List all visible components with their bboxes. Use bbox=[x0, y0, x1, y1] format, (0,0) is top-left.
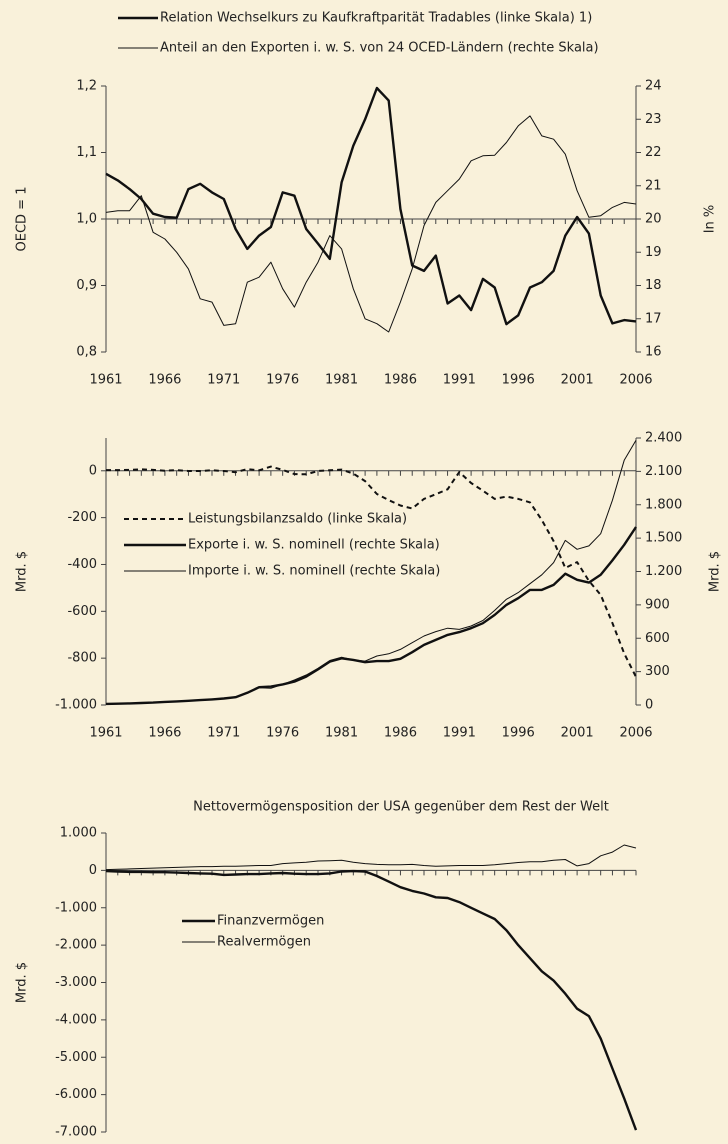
series-line bbox=[105, 439, 637, 705]
x-tick-label: 2001 bbox=[561, 373, 594, 388]
x-tick-label: 1976 bbox=[266, 373, 299, 388]
chart-title: Nettovermögensposition der USA gegenüber… bbox=[193, 800, 609, 815]
x-tick-label: 1996 bbox=[502, 373, 535, 388]
x-tick-label: 1981 bbox=[325, 373, 358, 388]
y-axis-label: Mrd. $ bbox=[15, 551, 30, 592]
series-line bbox=[106, 465, 637, 678]
y2-tick-label: 600 bbox=[645, 631, 670, 646]
y-tick-label: -200 bbox=[67, 510, 97, 525]
series-line bbox=[105, 844, 637, 871]
x-tick-label: 1966 bbox=[148, 726, 181, 741]
x-tick-label: 1996 bbox=[502, 726, 535, 741]
x-tick-label: 1986 bbox=[384, 373, 417, 388]
y2-tick-label: 20 bbox=[645, 212, 662, 227]
x-tick-label: 1971 bbox=[207, 373, 240, 388]
y-axis-label: OECD = 1 bbox=[15, 187, 30, 252]
y-axis-label: Mrd. $ bbox=[15, 962, 30, 1003]
y-tick-label: -3.000 bbox=[55, 975, 97, 990]
x-tick-label: 1991 bbox=[443, 726, 476, 741]
y2-tick-label: 24 bbox=[645, 79, 662, 94]
y-tick-label: -1.000 bbox=[55, 900, 97, 915]
y2-tick-label: 900 bbox=[645, 597, 670, 612]
legend-label: Anteil an den Exporten i. w. S. von 24 O… bbox=[160, 41, 599, 56]
y2-tick-label: 1.500 bbox=[645, 531, 682, 546]
y2-tick-label: 1.200 bbox=[645, 564, 682, 579]
legend-label: Exporte i. w. S. nominell (rechte Skala) bbox=[188, 538, 440, 553]
x-tick-label: 1961 bbox=[89, 726, 122, 741]
series-line bbox=[105, 869, 638, 1131]
y2-tick-label: 19 bbox=[645, 245, 662, 260]
x-tick-label: 1981 bbox=[325, 726, 358, 741]
y-tick-label: -1.000 bbox=[55, 698, 97, 713]
y-tick-label: 1,1 bbox=[76, 145, 97, 160]
series-line bbox=[105, 526, 638, 706]
y2-tick-label: 1.800 bbox=[645, 497, 682, 512]
y2-axis-label: Mrd. $ bbox=[708, 551, 723, 592]
legend-label: Importe i. w. S. nominell (rechte Skala) bbox=[188, 564, 440, 579]
legend-label: Realvermögen bbox=[217, 935, 311, 950]
legend-label: Relation Wechselkurs zu Kaufkraftparität… bbox=[160, 11, 592, 26]
y2-tick-label: 16 bbox=[645, 345, 662, 360]
x-tick-label: 2001 bbox=[561, 726, 594, 741]
x-tick-label: 1991 bbox=[443, 373, 476, 388]
series-line bbox=[105, 115, 637, 333]
y-tick-label: 0 bbox=[89, 463, 97, 478]
y2-tick-label: 18 bbox=[645, 278, 662, 293]
y2-tick-label: 2.100 bbox=[645, 464, 682, 479]
y-tick-label: -400 bbox=[67, 557, 97, 572]
y-tick-label: 1,2 bbox=[76, 79, 97, 94]
y-tick-label: 0,8 bbox=[76, 345, 97, 360]
x-tick-label: 2006 bbox=[619, 726, 652, 741]
y-tick-label: 0,9 bbox=[76, 278, 97, 293]
y-tick-label: 0 bbox=[89, 863, 97, 878]
x-tick-label: 1961 bbox=[89, 373, 122, 388]
legend-label: Leistungsbilanzsaldo (linke Skala) bbox=[188, 512, 407, 527]
series-line bbox=[105, 86, 637, 326]
y-tick-label: -800 bbox=[67, 651, 97, 666]
legend-label: Finanzvermögen bbox=[217, 914, 324, 929]
y-tick-label: -2.000 bbox=[55, 938, 97, 953]
y2-tick-label: 0 bbox=[645, 698, 653, 713]
y2-axis-label: In % bbox=[703, 205, 718, 234]
y-tick-label: 1,0 bbox=[76, 212, 97, 227]
y2-tick-label: 2.400 bbox=[645, 431, 682, 446]
y-tick-label: 1.000 bbox=[60, 826, 97, 841]
y2-tick-label: 21 bbox=[645, 178, 662, 193]
y-tick-label: -600 bbox=[67, 604, 97, 619]
y-tick-label: -6.000 bbox=[55, 1087, 97, 1102]
y2-tick-label: 17 bbox=[645, 311, 662, 326]
x-tick-label: 1976 bbox=[266, 726, 299, 741]
y2-tick-label: 22 bbox=[645, 145, 662, 160]
y-tick-label: -4.000 bbox=[55, 1012, 97, 1027]
x-tick-label: 1966 bbox=[148, 373, 181, 388]
x-tick-label: 1986 bbox=[384, 726, 417, 741]
y-tick-label: -7.000 bbox=[55, 1125, 97, 1140]
y-tick-label: -5.000 bbox=[55, 1050, 97, 1065]
y2-tick-label: 300 bbox=[645, 664, 670, 679]
y2-tick-label: 23 bbox=[645, 112, 662, 127]
x-tick-label: 2006 bbox=[619, 373, 652, 388]
x-tick-label: 1971 bbox=[207, 726, 240, 741]
